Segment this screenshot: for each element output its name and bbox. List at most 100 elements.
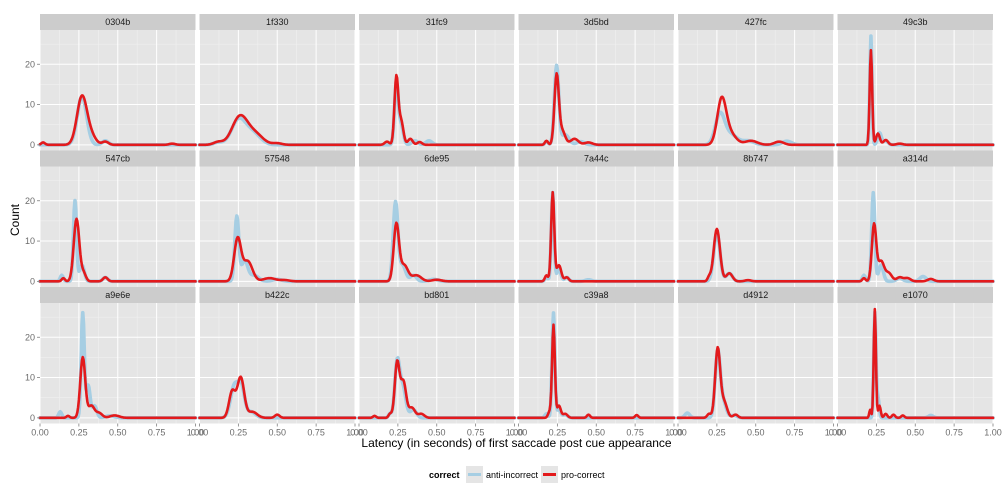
y-axis-title: Count (8, 203, 22, 236)
facet-strip-label: 49c3b (903, 17, 928, 27)
facet-strip (199, 14, 355, 30)
facet-strip-label: b422c (265, 290, 290, 300)
x-tick-label: 0.50 (587, 428, 605, 438)
legend-title: correct (429, 470, 460, 480)
x-axis-title: Latency (in seconds) of first saccade po… (361, 436, 672, 450)
x-tick-label: 1.00 (984, 428, 1002, 438)
facet-strip-label: a314d (903, 154, 928, 164)
facet-427fc: 427fc (676, 14, 836, 151)
legend-label-pro-correct: pro-correct (561, 470, 605, 480)
x-tick-label: 0.00 (510, 428, 528, 438)
series-line-pro-correct (517, 323, 676, 420)
x-tick-label: 0.00 (829, 428, 847, 438)
x-tick-label: 1.00 (187, 428, 205, 438)
facet-strip-label: 1f330 (266, 17, 289, 27)
x-tick-label: 0.25 (389, 428, 407, 438)
y-tick-label: 10 (25, 236, 35, 246)
facet-547cb: 547cb (38, 150, 198, 287)
x-tick-label: 0.50 (747, 428, 765, 438)
y-tick-label: 10 (25, 100, 35, 110)
facet-strip (678, 150, 834, 167)
x-tick-label: 1.00 (346, 428, 364, 438)
facet-7a44c: 7a44c (516, 150, 676, 287)
x-tick-label: 0.50 (428, 428, 446, 438)
facet-strip (837, 150, 993, 167)
series-line-pro-correct (676, 227, 835, 283)
facet-strip (359, 150, 515, 167)
x-tick-label: 0.00 (31, 428, 49, 438)
facet-strip (837, 14, 993, 30)
series-line-pro-correct (357, 359, 516, 420)
facet-strip-label: d4912 (743, 290, 768, 300)
x-tick-label: 0.50 (906, 428, 924, 438)
facet-0304b: 0304b (38, 14, 198, 151)
facet-strip-label: a9e6e (105, 290, 130, 300)
series-line-pro-correct (836, 48, 995, 147)
series-line-pro-correct (676, 95, 835, 147)
facet-strip (359, 287, 515, 303)
x-tick-label: 0.00 (669, 428, 687, 438)
x-tick-label: 0.00 (350, 428, 368, 438)
facet-6de95: 6de95 (357, 150, 517, 287)
facet-strip-label: 0304b (105, 17, 130, 27)
facet-strip-label: 3d5bd (584, 17, 609, 27)
facet-strip-label: 8b747 (743, 154, 768, 164)
facet-a9e6e: a9e6e (38, 287, 198, 424)
series-line-pro-correct (38, 94, 197, 147)
facet-strip-label: 31fc9 (426, 17, 448, 27)
facet-3d5bd: 3d5bd (516, 14, 676, 151)
series-line-pro-correct (357, 221, 516, 283)
facet-strip (678, 287, 834, 303)
facet-31fc9: 31fc9 (357, 14, 517, 151)
facet-strip (199, 150, 355, 167)
facet-strip (40, 14, 196, 30)
series-line-pro-correct (357, 73, 516, 147)
x-tick-label: 0.75 (148, 428, 166, 438)
facet-c39a8: c39a8 (516, 287, 676, 424)
x-tick-label: 0.00 (191, 428, 209, 438)
x-tick-label: 1.00 (506, 428, 524, 438)
facet-d4912: d4912 (676, 287, 836, 424)
facet-strip-label: 427fc (745, 17, 768, 27)
x-axis: 0.00 0.25 0.50 0.75 1.000.00 0.25 0.50 0.75 1.00… (31, 423, 1002, 438)
x-tick-label: 0.75 (945, 428, 963, 438)
facet-strip (518, 14, 674, 30)
legend-label-anti-incorrect: anti-incorrect (486, 470, 539, 480)
facet-panels: 0304b 1f330 31fc9 3d5bd 427fc 49c3b 547cb 57548… (38, 14, 995, 424)
series-line-pro-correct (836, 222, 995, 283)
facet-strip (678, 14, 834, 30)
x-tick-label: 0.25 (868, 428, 886, 438)
x-tick-label: 0.25 (549, 428, 567, 438)
facet-strip-label: 547cb (105, 154, 130, 164)
facet-strip (40, 150, 196, 167)
facet-strip (40, 287, 196, 303)
x-tick-label: 0.75 (626, 428, 644, 438)
y-tick-label: 0 (30, 140, 35, 150)
series-line-pro-correct (836, 307, 995, 420)
facet-a314d: a314d (835, 150, 995, 287)
facet-e1070: e1070 (835, 287, 995, 424)
facet-8b747: 8b747 (676, 150, 836, 287)
facet-strip (359, 14, 515, 30)
facet-57548: 57548 (197, 150, 357, 287)
series-line-pro-correct (38, 355, 197, 420)
legend: correct anti-incorrect pro-correct (429, 466, 605, 483)
facet-bd801: bd801 (357, 287, 517, 424)
facet-b422c: b422c (197, 287, 357, 424)
y-tick-label: 0 (30, 276, 35, 286)
facet-strip (518, 150, 674, 167)
x-tick-label: 0.75 (307, 428, 325, 438)
x-tick-label: 1.00 (825, 428, 843, 438)
facet-1f330: 1f330 (197, 14, 357, 151)
series-line-pro-correct (198, 375, 357, 420)
facet-49c3b: 49c3b (835, 14, 995, 151)
series-line-pro-correct (517, 72, 676, 147)
series-line-pro-correct (198, 113, 357, 147)
facet-strip (518, 287, 674, 303)
y-tick-label: 20 (25, 59, 35, 69)
facet-strip (199, 287, 355, 303)
y-tick-label: 20 (25, 196, 35, 206)
facet-strip-label: c39a8 (584, 290, 609, 300)
series-line-pro-correct (198, 235, 357, 283)
